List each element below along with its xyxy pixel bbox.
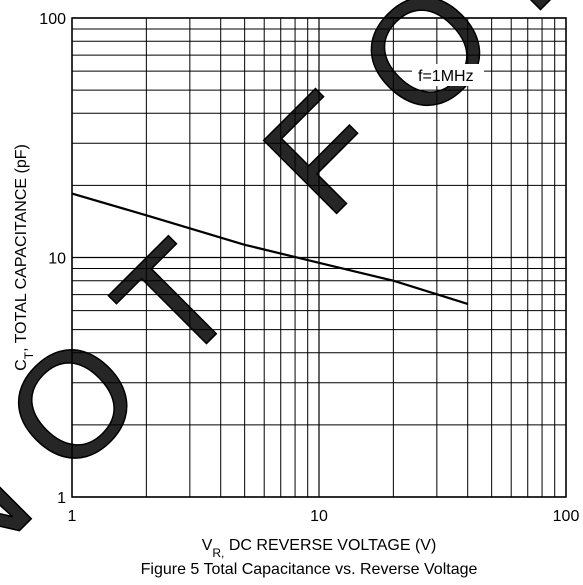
data-line [71,192,469,305]
x-tick-label: 100 [553,508,580,525]
x-axis-label-rest: DC REVERSE VOLTAGE (V) [224,537,436,554]
y-tick-label: 10 [48,251,66,268]
annotation: f=1MHz [418,68,474,85]
annotation-bg [412,64,484,86]
y-axis-label-sub: T [22,351,36,359]
caption: Figure 5 Total Capacitance vs. Reverse V… [141,561,478,578]
x-axis-label: VR, DC REVERSE VOLTAGE (V) [202,537,437,560]
y-axis-label: CT, TOTAL CAPACITANCE (pF) [13,144,36,371]
y-tick-label: 1 [57,490,66,507]
x-tick-label: 10 [310,508,328,525]
y-tick-label: 100 [39,11,66,28]
x-tick-label: 1 [68,508,77,525]
plot-frame [71,17,567,498]
x-axis-label-main: V [202,537,213,554]
y-axis-label-main: C [13,359,30,371]
y-axis-label-rest: , TOTAL CAPACITANCE (pF) [13,144,30,352]
x-axis-label-sub: R, [212,546,224,560]
